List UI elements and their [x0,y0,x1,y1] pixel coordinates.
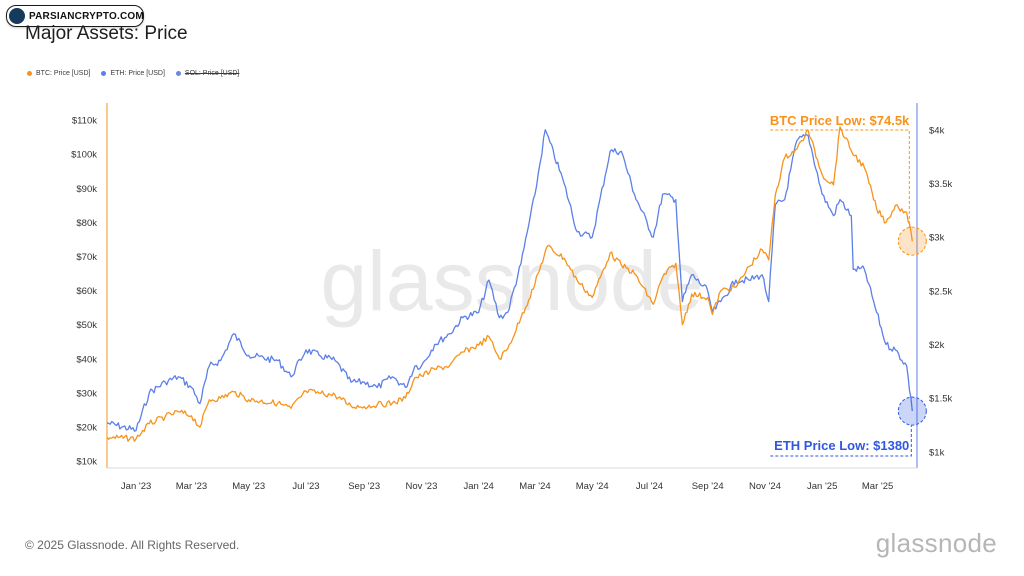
y-left-tick-label: $10k [76,457,97,468]
y-left-tick-label: $30k [76,388,97,399]
y-left-tick-label: $40k [76,354,97,365]
legend-item-sol[interactable]: SOL: Price [USD] [175,70,240,77]
legend-label-eth: ETH: Price [USD] [110,70,165,77]
y-right-tick-label: $3.5k [929,179,952,190]
legend-label-sol: SOL: Price [USD] [184,70,240,77]
eth-low-annotation: ETH Price Low: $1380 [774,438,909,453]
eth-low-marker [897,396,927,426]
legend-item-eth[interactable]: ETH: Price [USD] [101,70,165,77]
x-tick-label: Jul '24 [636,481,663,492]
legend-item-btc[interactable]: BTC: Price [USD] [27,70,90,77]
eth-low-leader-line [770,425,912,457]
y-left-tick-label: $90k [76,184,97,195]
y-right-tick-label: $2k [929,340,945,351]
source-badge: PARSIANCRYPTO.COM [6,5,144,27]
brand-logo-text: glassnode [875,528,997,558]
badge-text: PARSIANCRYPTO.COM [29,10,144,22]
y-right-tick-label: $4k [929,125,945,136]
btc-price-line [106,126,913,442]
x-tick-label: May '24 [576,481,609,492]
y-right-tick-label: $1k [929,447,945,458]
x-tick-label: Sep '23 [348,481,380,492]
btc-low-annotation: BTC Price Low: $74.5k [770,113,910,128]
btc-low-marker [897,226,927,256]
y-left-tick-label: $70k [76,252,97,263]
x-tick-label: Mar '24 [519,481,550,492]
y-left-tick-label: $20k [76,423,97,434]
copyright-text: © 2025 Glassnode. All Rights Reserved. [25,538,240,552]
legend-dot-sol [175,71,181,76]
x-tick-label: Jul '23 [292,481,319,492]
y-left-tick-label: $80k [76,218,97,229]
x-tick-label: Jan '24 [464,481,494,492]
y-left-tick-label: $110k [72,116,97,127]
x-tick-label: Jan '23 [121,481,151,492]
x-tick-label: Sep '24 [692,481,724,492]
x-tick-label: Nov '23 [405,481,437,492]
eth-price-line [106,129,913,432]
y-left-tick-label: $50k [76,320,97,331]
x-tick-label: Nov '24 [749,481,781,492]
chart-legend: BTC: Price [USD] ETH: Price [USD] SOL: P… [27,70,250,77]
y-right-tick-label: $1.5k [929,394,952,405]
y-right-tick-label: $3k [929,233,945,244]
chart-title: Major Assets: Price [25,23,188,44]
y-right-tick-label: $2.5k [929,286,952,297]
y-left-tick-label: $100k [71,150,97,161]
x-tick-label: Mar '25 [862,481,893,492]
btc-low-leader-line [770,129,910,228]
legend-label-btc: BTC: Price [USD] [36,70,91,77]
x-tick-label: Mar '23 [176,481,207,492]
legend-dot-btc [27,71,32,76]
y-left-tick-label: $60k [76,286,97,297]
tree-logo-icon [9,8,25,24]
x-tick-label: Jan '25 [807,481,837,492]
watermark-text: glassnode [321,234,704,328]
legend-dot-eth [101,71,107,76]
x-tick-label: May '23 [232,481,265,492]
